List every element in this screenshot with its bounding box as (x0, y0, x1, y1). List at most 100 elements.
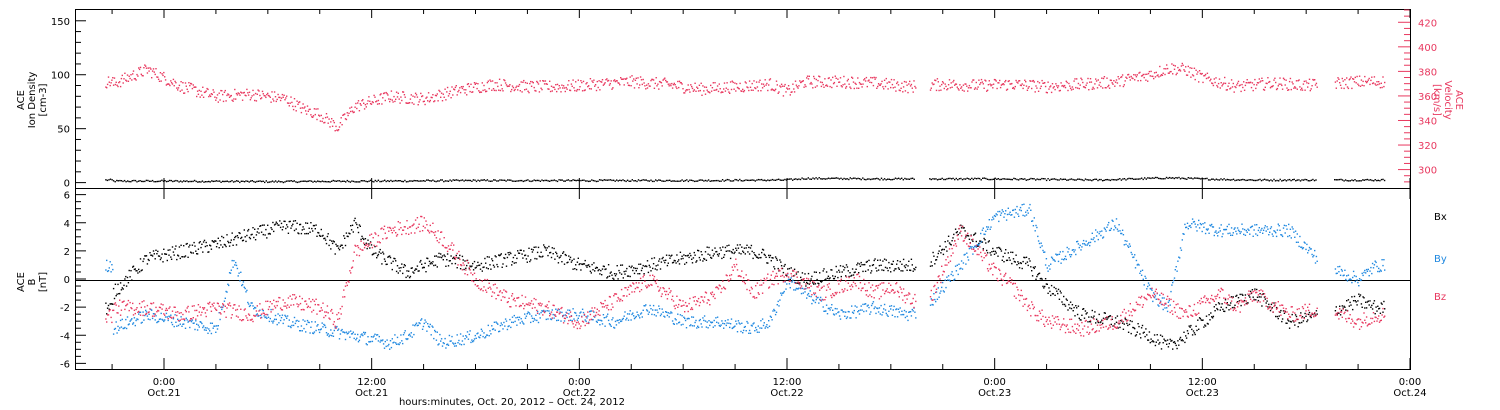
density-point (706, 180, 708, 182)
velocity-point (686, 89, 688, 91)
velocity-point (1086, 82, 1088, 84)
velocity-point (1215, 77, 1217, 79)
density-point (200, 181, 202, 183)
velocity-point (336, 129, 338, 131)
by-point (930, 298, 932, 300)
density-point (588, 180, 590, 183)
velocity-point (1349, 78, 1351, 80)
velocity-point (989, 83, 991, 85)
velocity-point (501, 88, 503, 90)
bx-point (729, 250, 731, 252)
density-point (955, 177, 957, 180)
by-point (891, 314, 894, 316)
x-tick-time: 12:00 (773, 377, 802, 388)
by-point (555, 308, 557, 310)
velocity-point (693, 89, 695, 91)
velocity-point (323, 122, 325, 124)
by-point (784, 281, 786, 283)
by-point (453, 345, 456, 347)
by-point (900, 314, 902, 316)
bx-point (488, 256, 490, 258)
by-point (980, 241, 983, 243)
bx-point (389, 256, 392, 259)
velocity-point (1097, 79, 1099, 81)
velocity-point (407, 102, 409, 104)
velocity-point (1211, 82, 1214, 85)
velocity-point (971, 81, 973, 83)
bx-point (706, 246, 708, 248)
velocity-point (787, 88, 789, 90)
velocity-point (1384, 81, 1386, 84)
velocity-point (517, 85, 520, 87)
velocity-point (883, 88, 885, 90)
velocity-point (303, 107, 305, 109)
by-point (817, 296, 819, 299)
density-point (760, 178, 763, 181)
by-point (527, 311, 529, 313)
bx-point (1309, 315, 1311, 318)
by-point (108, 267, 110, 269)
velocity-point (224, 89, 226, 92)
velocity-point (1036, 87, 1038, 89)
by-point (389, 340, 392, 342)
density-point (972, 178, 975, 181)
by-point (309, 332, 311, 334)
b-tick-label: 4 (64, 219, 70, 230)
density-point (570, 180, 573, 182)
bx-point (465, 267, 467, 269)
velocity-point (106, 83, 109, 86)
density-point (940, 178, 942, 180)
velocity-point (813, 77, 816, 80)
velocity-point (210, 93, 213, 95)
velocity-point (201, 94, 203, 96)
density-point (721, 179, 724, 181)
velocity-point (292, 105, 294, 108)
velocity-point (1018, 80, 1021, 82)
density-point (538, 179, 540, 182)
by-point (841, 309, 843, 311)
velocity-point (1164, 73, 1166, 76)
velocity-point (1130, 75, 1132, 78)
velocity-point (907, 91, 909, 94)
density-point (303, 180, 305, 182)
velocity-point (178, 84, 181, 87)
velocity-point (699, 89, 701, 92)
bx-point (193, 241, 195, 244)
density-point (711, 180, 713, 182)
by-point (610, 325, 612, 327)
velocity-point (568, 80, 570, 82)
bx-point (471, 265, 473, 267)
bx-point (499, 254, 502, 256)
bx-point (826, 277, 829, 279)
bx-point (1226, 302, 1228, 304)
bx-point (843, 269, 845, 271)
by-point (735, 320, 737, 322)
by-point (1058, 253, 1061, 255)
by-point (929, 304, 932, 306)
velocity-point (610, 80, 612, 82)
by-point (1061, 258, 1063, 260)
bx-point (148, 259, 150, 262)
bx-point (247, 228, 250, 231)
bx-point (1373, 300, 1376, 302)
by-point (485, 334, 488, 336)
density-point (631, 179, 633, 181)
bx-point (676, 254, 678, 256)
by-point (633, 317, 636, 320)
velocity-point (556, 83, 559, 86)
density-point (1262, 179, 1264, 181)
bx-point (1254, 288, 1256, 290)
by-point (273, 318, 276, 320)
density-point (1211, 178, 1213, 180)
density-point (1050, 178, 1052, 180)
velocity-point (335, 125, 337, 128)
bx-point (1294, 314, 1297, 316)
bx-point (1133, 327, 1135, 329)
velocity-point (687, 84, 689, 86)
bx-point (860, 261, 862, 264)
density-point (692, 180, 694, 182)
by-point (504, 325, 506, 327)
density-point (158, 180, 160, 183)
velocity-point (1244, 84, 1247, 87)
bx-point (639, 273, 641, 275)
